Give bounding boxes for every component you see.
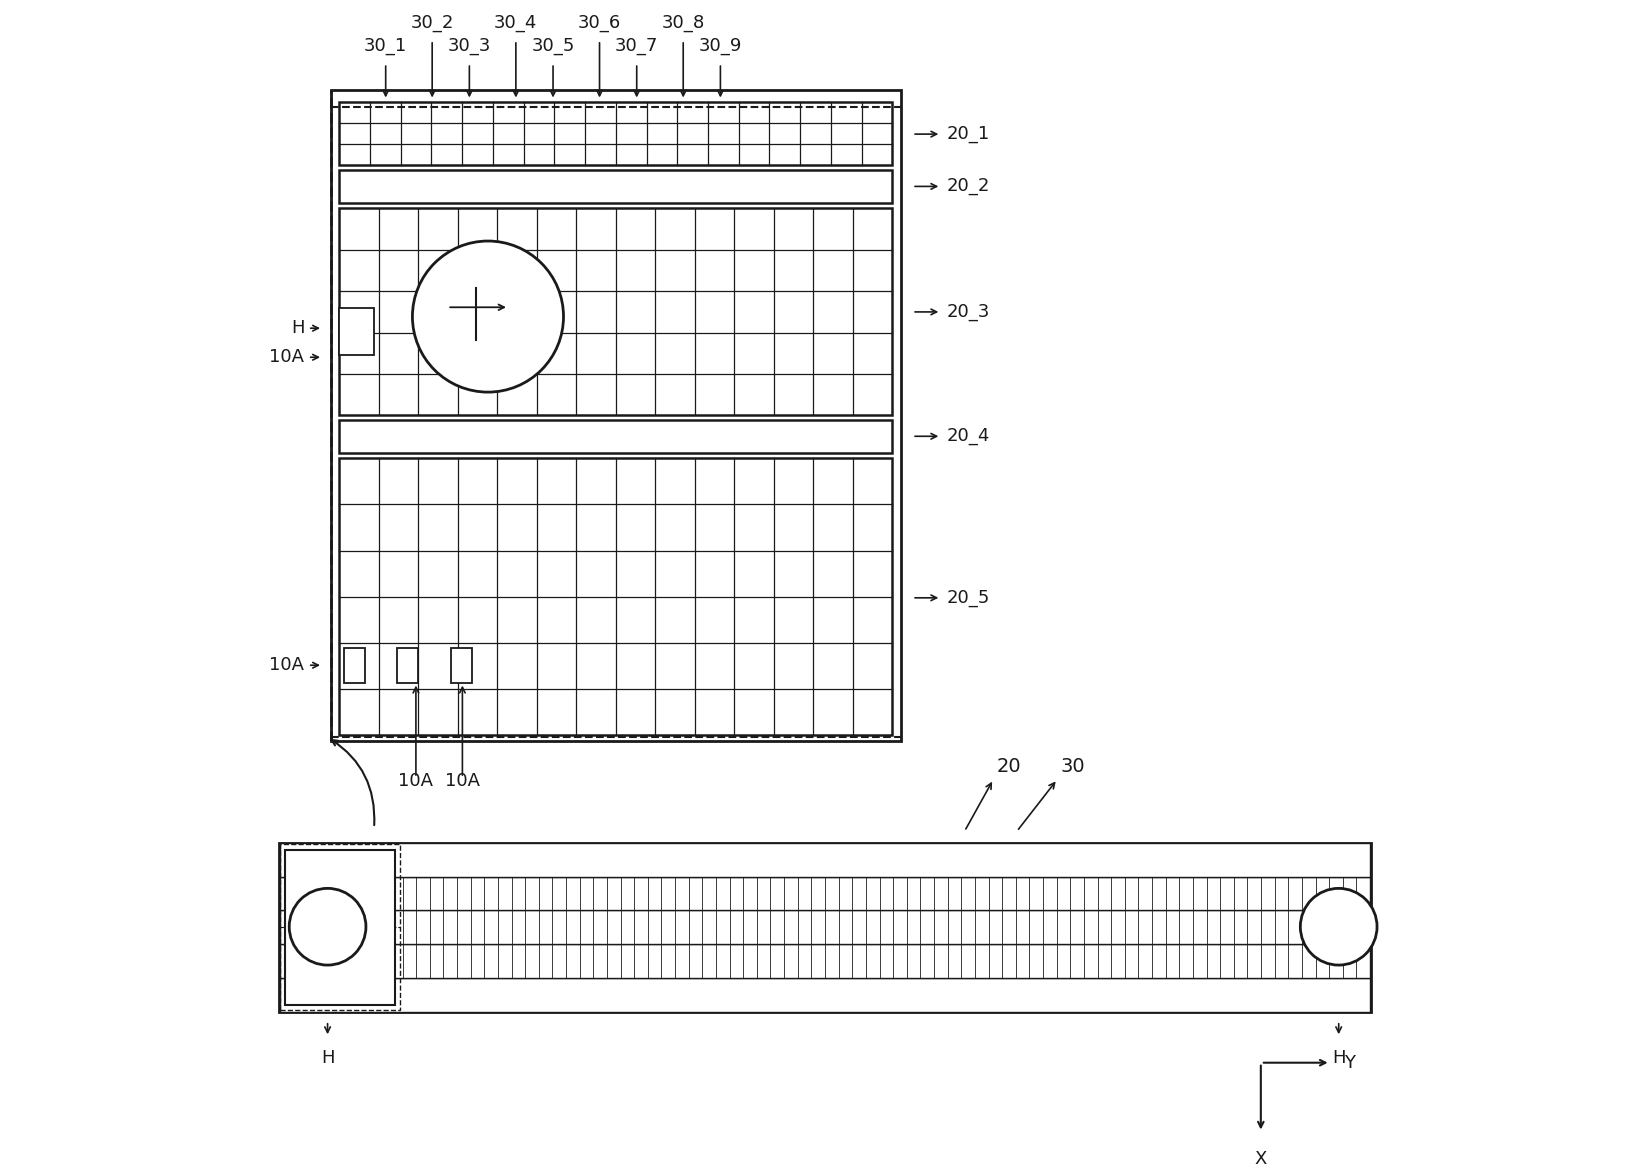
Bar bbox=[280, 844, 399, 1011]
Bar bbox=[280, 944, 1369, 978]
Bar bbox=[284, 850, 394, 1005]
Text: 10A: 10A bbox=[269, 349, 304, 366]
Text: 30_9: 30_9 bbox=[698, 38, 742, 55]
Circle shape bbox=[1300, 889, 1378, 965]
Text: 30_5: 30_5 bbox=[531, 38, 574, 55]
Text: 30_2: 30_2 bbox=[411, 14, 454, 32]
Text: Y: Y bbox=[1345, 1054, 1356, 1072]
Text: H: H bbox=[1332, 1048, 1345, 1067]
Text: H: H bbox=[290, 319, 304, 337]
Bar bbox=[340, 102, 893, 166]
Circle shape bbox=[412, 241, 564, 392]
Bar bbox=[340, 170, 893, 203]
Text: 30_3: 30_3 bbox=[447, 38, 492, 55]
Bar bbox=[450, 648, 472, 682]
Bar bbox=[280, 877, 1369, 911]
Text: 10A: 10A bbox=[398, 772, 434, 790]
Text: 10A: 10A bbox=[269, 656, 304, 674]
Text: 30_8: 30_8 bbox=[662, 14, 705, 32]
Bar bbox=[279, 843, 1371, 1012]
Bar bbox=[340, 209, 893, 416]
Text: 30: 30 bbox=[1061, 756, 1086, 776]
Bar bbox=[280, 911, 1369, 944]
Bar bbox=[340, 420, 893, 452]
Text: 30_4: 30_4 bbox=[493, 14, 538, 32]
Text: 20: 20 bbox=[997, 756, 1021, 776]
Circle shape bbox=[289, 889, 366, 965]
Text: 20_2: 20_2 bbox=[947, 177, 990, 195]
Text: X: X bbox=[1254, 1149, 1267, 1168]
Bar bbox=[340, 458, 893, 735]
Text: 30_6: 30_6 bbox=[578, 14, 620, 32]
Text: 30_1: 30_1 bbox=[365, 38, 408, 55]
Bar bbox=[280, 843, 1369, 877]
Bar bbox=[343, 648, 365, 682]
Bar bbox=[340, 309, 375, 355]
Bar bbox=[332, 90, 901, 741]
Text: 20_3: 20_3 bbox=[947, 303, 990, 321]
Text: 20_4: 20_4 bbox=[947, 427, 990, 445]
Text: 20_5: 20_5 bbox=[947, 589, 990, 607]
Text: 10A: 10A bbox=[446, 772, 480, 790]
Text: H: H bbox=[320, 1048, 335, 1067]
Bar bbox=[398, 648, 417, 682]
Text: 20_1: 20_1 bbox=[947, 126, 990, 143]
Text: 30_7: 30_7 bbox=[615, 38, 658, 55]
Bar bbox=[280, 978, 1369, 1012]
